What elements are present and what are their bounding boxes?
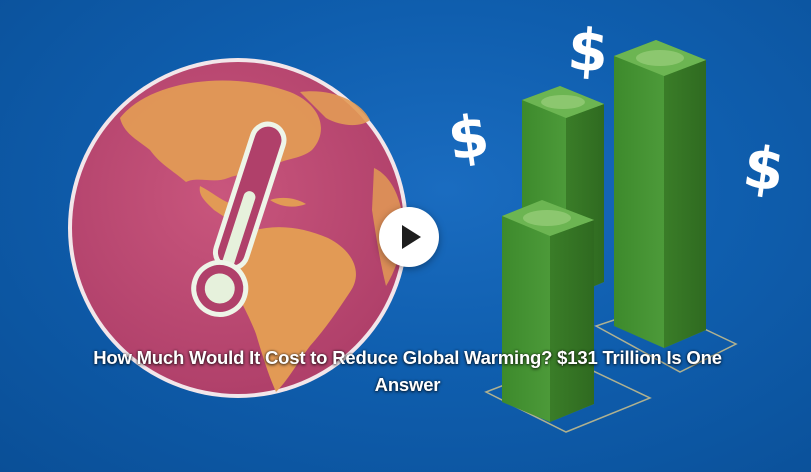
dollar-icon: $: [566, 15, 611, 86]
money-stack-front: [502, 200, 594, 422]
play-icon: [402, 225, 421, 249]
thermometer-icon: [191, 121, 287, 317]
money-stack-tall: [614, 40, 706, 348]
dollar-icon: $: [444, 101, 493, 174]
globe-icon: [68, 58, 408, 398]
dollar-icon: $: [739, 132, 788, 205]
video-title[interactable]: How Much Would It Cost to Reduce Global …: [93, 347, 722, 395]
play-button[interactable]: [379, 207, 439, 267]
